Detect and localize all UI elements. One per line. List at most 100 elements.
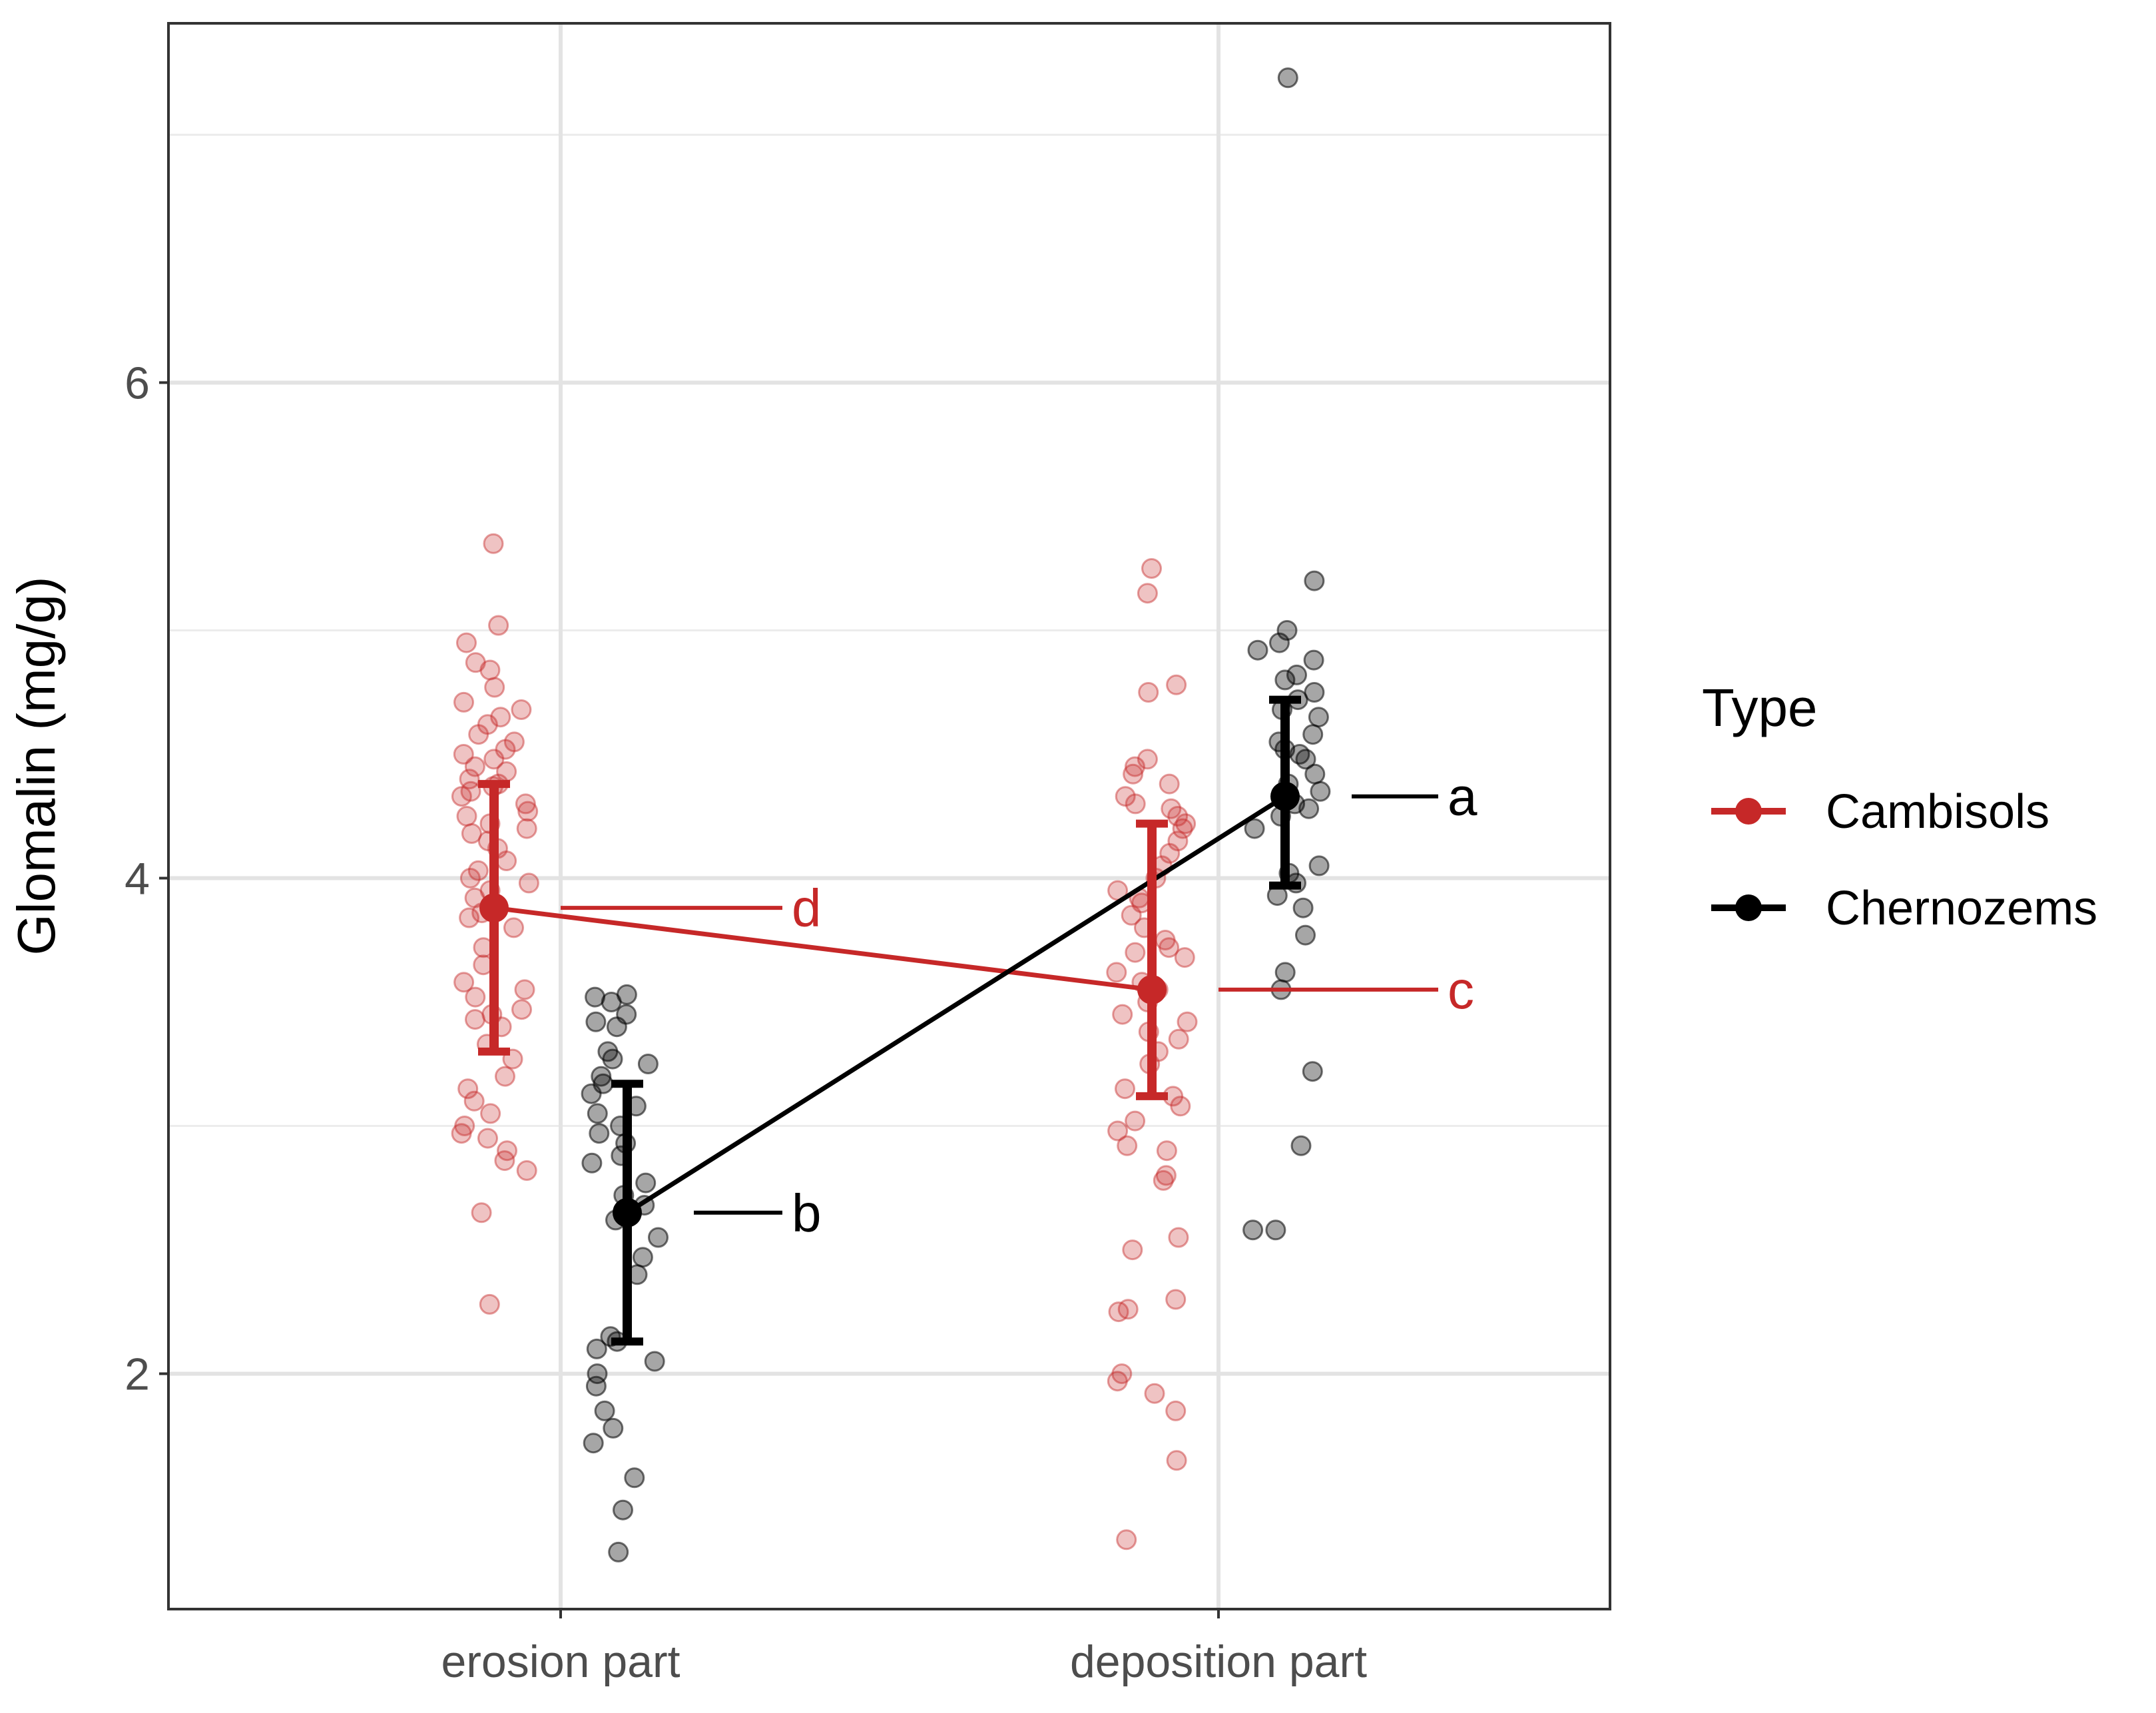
legend-title: Type [1702, 678, 1817, 737]
data-point-cambisols [465, 986, 486, 1008]
data-point-chernozems [1274, 962, 1296, 983]
data-point-chernozems [1244, 818, 1265, 839]
legend: Type Cambisols Chernozems [1702, 678, 2097, 935]
data-point-cambisols [517, 801, 539, 822]
data-point-cambisols [453, 744, 474, 765]
data-point-cambisols [1156, 1140, 1177, 1162]
y-tick-label: 4 [125, 854, 150, 904]
data-point-chernozems [1265, 1219, 1286, 1241]
data-point-cambisols [1117, 1135, 1138, 1156]
data-point-cambisols [503, 731, 525, 753]
data-point-cambisols [1172, 818, 1193, 839]
data-point-cambisols [477, 1128, 498, 1149]
data-point-cambisols [1117, 1299, 1139, 1320]
data-point-cambisols [460, 781, 481, 802]
data-point-chernozems [591, 1066, 612, 1087]
data-point-chernozems [585, 1011, 607, 1032]
legend-key-dot-cambisols [1735, 798, 1762, 825]
data-point-cambisols [480, 1103, 501, 1124]
data-point-cambisols [459, 907, 480, 928]
data-point-chernozems [637, 1054, 659, 1074]
significance-labels: d c b a [561, 767, 1478, 1243]
data-point-chernozems [1298, 798, 1320, 819]
y-axis-title: Glomalin (mg/g) [7, 576, 66, 955]
data-point-cambisols [1137, 749, 1158, 770]
plot-panel [168, 23, 1610, 1609]
data-point-cambisols [1115, 786, 1136, 807]
data-point-chernozems [613, 1499, 633, 1521]
data-point-chernozems [606, 1016, 627, 1038]
data-point-cambisols [459, 769, 480, 790]
data-point-cambisols [1112, 1004, 1133, 1025]
significance-letter-cambisols: c [1448, 960, 1474, 1020]
data-point-cambisols [1111, 1363, 1133, 1385]
data-point-cambisols [479, 1293, 500, 1315]
data-point-chernozems [1274, 669, 1296, 691]
data-point-chernozems [1304, 570, 1325, 591]
data-point-cambisols [467, 860, 489, 881]
data-point-chernozems [602, 1048, 623, 1070]
data-point-cambisols [1106, 962, 1127, 983]
data-point-chernozems [632, 1247, 653, 1268]
data-point-chernozems [1308, 707, 1329, 728]
data-point-cambisols [1155, 1165, 1177, 1186]
data-point-cambisols [1161, 798, 1182, 819]
data-point-chernozems [583, 1433, 604, 1454]
x-tick-label: erosion part [441, 1636, 680, 1687]
data-point-cambisols [465, 1009, 485, 1030]
plot-frame [167, 22, 1611, 1610]
panel-background [168, 23, 1610, 1609]
data-point-cambisols [1166, 1450, 1187, 1471]
data-point-chernozems [1302, 1061, 1323, 1082]
data-point-cambisols [1125, 756, 1145, 777]
x-tick-label: deposition part [1070, 1636, 1367, 1687]
data-point-cambisols [1137, 583, 1158, 604]
data-point-cambisols [1153, 1170, 1174, 1191]
data-point-chernozems [581, 1152, 603, 1174]
data-point-cambisols [1174, 947, 1195, 968]
data-point-cambisols [1125, 1110, 1146, 1132]
legend-label-cambisols: Cambisols [1826, 785, 2049, 839]
data-point-chernozems [587, 1103, 608, 1124]
data-point-chernozems [1303, 649, 1324, 671]
data-point-chernozems [1277, 67, 1298, 89]
data-point-chernozems [1310, 781, 1331, 802]
error-bars [478, 695, 1301, 1346]
data-point-cambisols [516, 1160, 537, 1181]
legend-key-dot-chernozems [1735, 894, 1762, 921]
data-point-cambisols [1165, 1400, 1187, 1421]
data-point-chernozems [1308, 855, 1330, 876]
mean-connecting-lines [493, 794, 1286, 1215]
data-point-cambisols [511, 999, 532, 1020]
data-point-chernozems [1269, 632, 1290, 653]
significance-letter-cambisols: d [792, 878, 822, 938]
data-point-cambisols [503, 917, 524, 938]
data-point-chernozems [1295, 924, 1316, 946]
data-point-cambisols [1159, 843, 1181, 864]
data-point-cambisols [453, 691, 474, 713]
data-point-cambisols [456, 806, 477, 827]
y-tick-label: 6 [125, 358, 150, 408]
gridlines [168, 23, 1610, 1609]
mean-point-cambisols [479, 893, 509, 923]
data-point-cambisols [1138, 682, 1159, 703]
data-point-cambisols [496, 851, 517, 871]
data-point-chernozems [586, 1338, 607, 1359]
panel-border [167, 22, 1611, 1610]
data-point-cambisols [1167, 831, 1189, 852]
data-point-chernozems [585, 1375, 607, 1397]
data-point-cambisols [484, 677, 505, 698]
data-point-chernozems [601, 992, 622, 1012]
data-point-cambisols [457, 1078, 479, 1100]
y-tick-label: 2 [125, 1349, 150, 1400]
mean-point-chernozems [1270, 781, 1300, 811]
data-point-cambisols [456, 632, 477, 653]
data-point-cambisols [454, 1116, 475, 1136]
significance-letter-chernozems: a [1448, 767, 1478, 827]
data-point-cambisols [1177, 1011, 1198, 1032]
data-point-cambisols [453, 972, 475, 993]
data-point-chernozems [1242, 1219, 1264, 1241]
data-point-cambisols [1121, 904, 1142, 926]
data-point-chernozems [1292, 897, 1314, 918]
data-point-cambisols [490, 707, 511, 728]
